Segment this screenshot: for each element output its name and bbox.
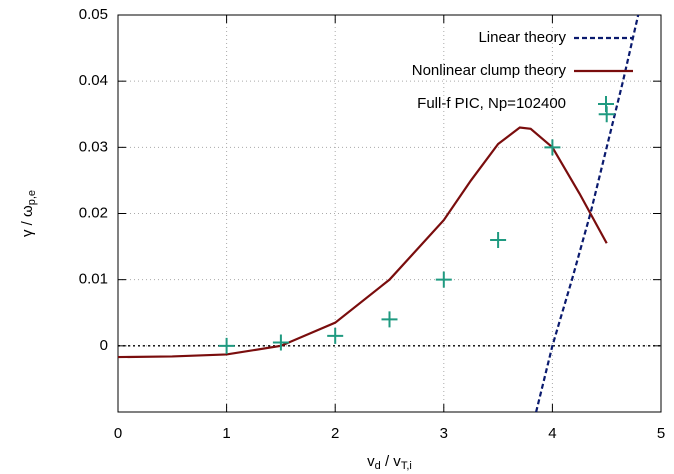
marker: [381, 311, 398, 328]
legend-label: Full-f PIC, Np=102400: [417, 95, 566, 112]
x-tick-label: 1: [222, 425, 230, 442]
series-line: [118, 126, 608, 359]
legend-label: Nonlinear clump theory: [412, 62, 567, 79]
x-axis-label-part: v: [367, 453, 375, 470]
y-axis-label: γ / ωp,e: [19, 190, 38, 237]
y-axis-label-part: p,e: [26, 190, 38, 205]
y-tick-label: 0.04: [79, 72, 108, 89]
marker: [490, 231, 507, 248]
x-tick-label: 0: [114, 425, 122, 442]
y-axis-label-part: γ / ω: [19, 205, 36, 237]
marker: [544, 139, 561, 156]
x-axis-label-part: / v: [381, 453, 402, 470]
marker: [327, 327, 344, 344]
x-tick-label: 5: [657, 425, 665, 442]
x-axis-label-part: T,i: [401, 460, 412, 472]
marker: [272, 334, 289, 351]
marker: [218, 337, 235, 354]
series-line: [535, 15, 640, 412]
marker: [598, 96, 614, 112]
x-tick-label: 4: [548, 425, 556, 442]
marker: [272, 334, 289, 351]
y-tick-label: 0.03: [79, 138, 108, 155]
marker: [490, 231, 507, 248]
marker: [218, 337, 235, 354]
marker: [544, 139, 561, 156]
x-axis-label: vd / vT,i: [367, 453, 412, 472]
x-tick-label: 2: [331, 425, 339, 442]
y-tick-label: 0.01: [79, 271, 108, 288]
plot-frame: [117, 14, 662, 413]
marker: [381, 311, 398, 328]
legend-label: Linear theory: [478, 29, 566, 46]
marker: [435, 271, 452, 288]
marker: [598, 96, 614, 112]
y-tick-label: 0: [100, 337, 108, 354]
x-tick-label: 3: [440, 425, 448, 442]
marker: [327, 327, 344, 344]
x-axis-label-part: d: [375, 460, 381, 472]
marker: [435, 271, 452, 288]
y-tick-label: 0.05: [79, 6, 108, 23]
y-tick-label: 0.02: [79, 204, 108, 221]
